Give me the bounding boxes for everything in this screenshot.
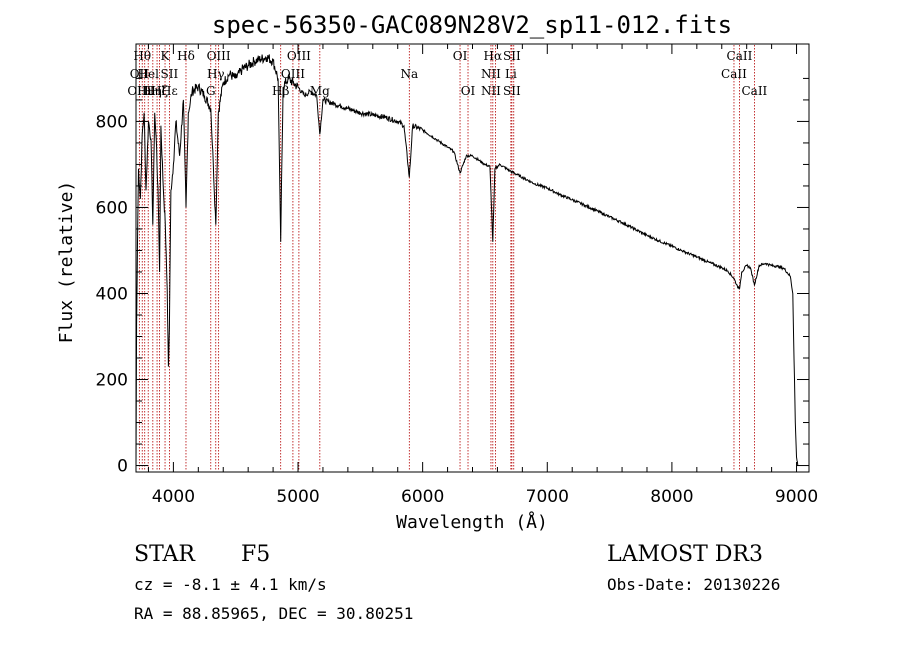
x-tick-label: 8000 xyxy=(650,487,693,507)
line-label: OIII xyxy=(287,49,311,63)
obs-date-text: Obs-Date: 20130226 xyxy=(607,575,780,594)
line-markers xyxy=(138,45,755,471)
line-label: Hε xyxy=(161,84,178,98)
y-tick-label: 400 xyxy=(96,284,128,304)
line-label: OI xyxy=(453,49,468,63)
plot-frame xyxy=(135,43,810,473)
x-tick-label: 7000 xyxy=(526,487,569,507)
line-label: SII xyxy=(503,49,521,63)
line-label: Hι xyxy=(137,84,152,98)
line-label: Hel xyxy=(138,67,160,81)
line-label: Hδ xyxy=(177,49,195,63)
line-label: NII xyxy=(481,67,501,81)
y-tick-label: 600 xyxy=(96,198,128,218)
line-label: SII xyxy=(503,84,521,98)
line-label: Li xyxy=(505,67,517,81)
line-label: Hθ xyxy=(133,49,151,63)
line-label: OIII xyxy=(127,84,151,98)
x-tick-label: 4000 xyxy=(152,487,195,507)
x-tick-label: 9000 xyxy=(775,487,818,507)
y-axis-ticks: 0 200 400 600 800 xyxy=(96,77,809,477)
line-label: OI xyxy=(461,84,476,98)
line-label: Na xyxy=(400,67,418,81)
x-axis-label: Wavelength (Å) xyxy=(396,511,548,533)
line-label: CaII xyxy=(741,84,767,98)
line-label: G xyxy=(206,84,216,98)
y-tick-label: 800 xyxy=(96,112,128,132)
x-axis-ticks: 4000 5000 6000 7000 8000 9000 xyxy=(147,44,818,507)
object-subclass: F5 xyxy=(241,542,270,567)
line-label: Hγ xyxy=(207,67,225,81)
line-label: Hβ xyxy=(272,84,289,98)
object-class: STAR xyxy=(134,542,196,567)
line-label: CaII xyxy=(721,67,747,81)
y-tick-label: 200 xyxy=(96,371,128,391)
line-label: OII xyxy=(130,67,150,81)
chart-title: spec-56350-GAC089N28V2_sp11-012.fits xyxy=(212,11,732,39)
line-label: Hη xyxy=(144,84,162,98)
line-label: Mg xyxy=(310,84,330,98)
redshift-text: cz = -8.1 ± 4.1 km/s xyxy=(134,575,327,594)
line-label: K xyxy=(161,49,171,63)
line-label: CaII xyxy=(727,49,753,63)
x-tick-label: 6000 xyxy=(401,487,444,507)
line-label: SII xyxy=(161,67,179,81)
line-label: OIII xyxy=(207,49,231,63)
line-label: Hζ xyxy=(151,84,168,98)
line-label: OIII xyxy=(281,67,305,81)
y-tick-label: 0 xyxy=(117,457,128,477)
line-label: NII xyxy=(481,84,501,98)
spectrum-line xyxy=(135,54,799,466)
line-label: Hα xyxy=(484,49,503,63)
y-axis-label: Flux (relative) xyxy=(56,181,77,344)
coords-text: RA = 88.85965, DEC = 30.80251 xyxy=(134,604,413,623)
x-tick-label: 5000 xyxy=(276,487,319,507)
survey-name: LAMOST DR3 xyxy=(607,542,763,567)
